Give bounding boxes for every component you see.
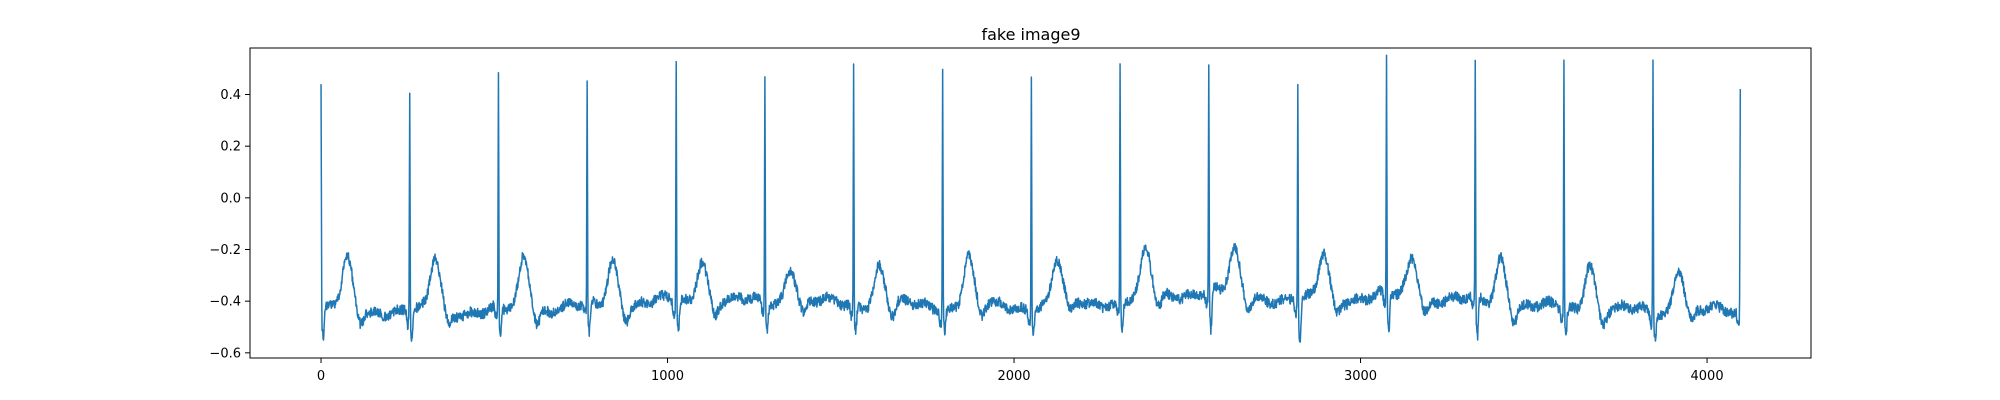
y-tick-label: −0.6	[209, 346, 241, 361]
series-line	[320, 54, 1742, 343]
y-tick-label: 0.2	[220, 140, 241, 155]
x-tick-label: 0	[317, 369, 325, 384]
y-tick-label: 0.0	[220, 191, 241, 206]
x-tick-label: 3000	[1344, 369, 1377, 384]
x-axis: 0 1000 2000 3000 4000	[317, 358, 1724, 384]
x-tick-label: 4000	[1691, 369, 1724, 384]
axes-frame	[249, 47, 1812, 359]
y-tick-label: −0.4	[209, 295, 241, 310]
y-tick-label: 0.4	[220, 88, 241, 103]
y-axis: −0.6 −0.4 −0.2 0.0 0.2 0.4	[209, 88, 250, 361]
x-tick-label: 2000	[997, 369, 1030, 384]
x-tick-label: 1000	[651, 369, 684, 384]
y-tick-label: −0.2	[209, 243, 241, 258]
plot-area	[249, 47, 1812, 359]
chart-title: fake image9	[981, 25, 1080, 44]
